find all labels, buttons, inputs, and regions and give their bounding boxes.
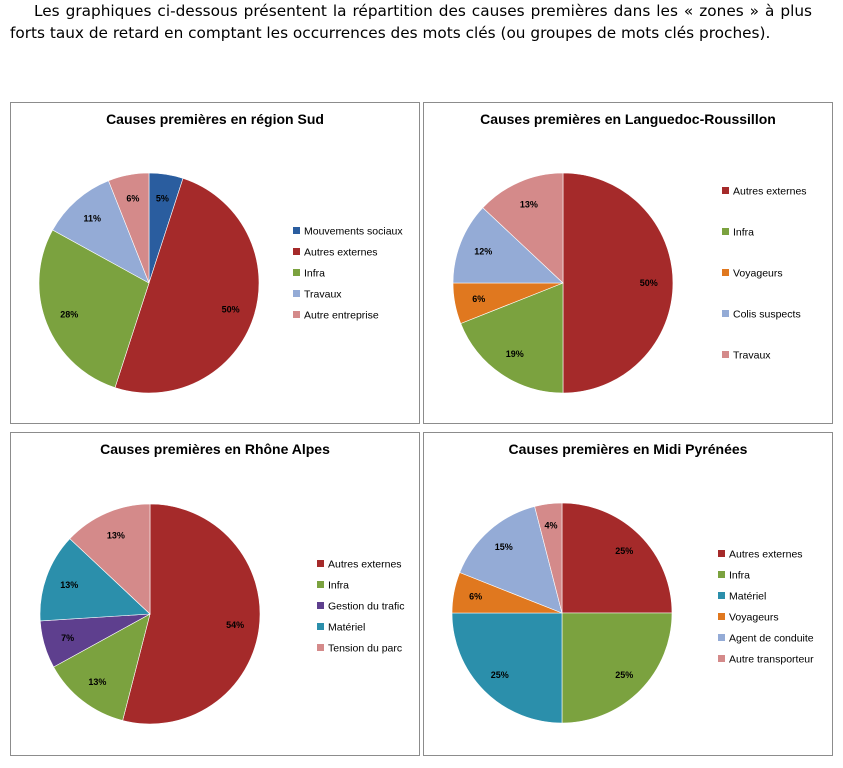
legend-label: Autre entreprise (304, 310, 379, 322)
slice-value-label: 15% (495, 542, 513, 552)
legend-swatch (293, 290, 300, 297)
legend-label: Agent de conduite (729, 633, 814, 645)
pie-slice-0 (122, 503, 261, 725)
slice-value-label: 4% (544, 521, 557, 531)
pie-chart-midi-pyrenees: 25% 25% 25% 6% 15% 4% Autres externes Infra Maté… (451, 502, 814, 724)
pie-slice-4 (108, 172, 150, 284)
slice-value-label: 13% (88, 677, 106, 687)
slice-value-label: 13% (60, 580, 78, 590)
pie-slice-1 (53, 613, 151, 721)
slice-value-label: 19% (506, 349, 524, 359)
legend-label: Infra (733, 227, 754, 239)
legend-label: Matériel (328, 622, 365, 634)
chart-panel-region-sud: Causes premières en région Sud 5% 50% 28% 1… (10, 102, 420, 424)
legend-swatch (718, 634, 725, 641)
legend-swatch (293, 248, 300, 255)
slice-value-label: 6% (472, 294, 485, 304)
legend-swatch (317, 560, 324, 567)
legend-swatch (722, 310, 729, 317)
chart-title: Causes premières en Languedoc-Roussillon (480, 111, 776, 127)
slice-value-label: 25% (615, 546, 633, 556)
slice-value-label: 6% (126, 194, 139, 204)
pie-chart-region-sud: 5% 50% 28% 11% 6% Mouvements sociaux Autres ex… (38, 172, 403, 394)
legend-swatch (293, 227, 300, 234)
legend-swatch (718, 550, 725, 557)
legend-swatch (317, 644, 324, 651)
slice-value-label: 5% (156, 193, 169, 203)
slice-value-label: 7% (61, 633, 74, 643)
slice-value-label: 25% (615, 670, 633, 680)
legend-label: Matériel (729, 591, 766, 603)
legend-label: Autres externes (304, 247, 378, 259)
slice-value-label: 50% (640, 278, 658, 288)
legend-label: Autres externes (733, 186, 807, 198)
legend-label: Voyageurs (729, 612, 779, 624)
slice-value-label: 54% (226, 620, 244, 630)
intro-paragraph: Les graphiques ci-dessous présentent la … (10, 2, 812, 42)
pie-slice-4 (482, 172, 564, 284)
chart-panel-rhone-alpes: Causes premières en Rhône Alpes 54% 13% 7%… (10, 432, 420, 756)
pie-slice-1 (114, 178, 260, 394)
legend-label: Travaux (733, 350, 771, 362)
legend-swatch (718, 592, 725, 599)
pie-slice-2 (38, 229, 150, 388)
legend-label: Autres externes (328, 559, 402, 571)
pie-slice-1 (561, 612, 673, 724)
pie-slice-4 (69, 503, 151, 615)
legend-swatch (317, 581, 324, 588)
legend-label: Infra (304, 268, 325, 280)
legend-swatch (317, 602, 324, 609)
pie-slice-3 (452, 207, 564, 284)
pie-slice-4 (459, 506, 563, 614)
slice-value-label: 50% (222, 305, 240, 315)
legend-label: Gestion du trafic (328, 601, 404, 613)
legend-label: Autre transporteur (729, 654, 814, 666)
legend-label: Travaux (304, 289, 342, 301)
legend-label: Autres externes (729, 549, 803, 561)
pie-slice-1 (460, 282, 564, 394)
legend-label: Tension du parc (328, 643, 402, 655)
chart-panel-languedoc-roussillon: Causes premières en Languedoc-Roussillon… (423, 102, 833, 424)
legend-swatch (722, 228, 729, 235)
chart-panel-midi-pyrenees: Causes premières en Midi Pyrénées 25% 25%… (423, 432, 833, 756)
legend-swatch (718, 655, 725, 662)
slice-value-label: 12% (474, 246, 492, 256)
slice-value-label: 13% (107, 530, 125, 540)
chart-title: Causes premières en Rhône Alpes (100, 441, 330, 457)
legend-swatch (718, 613, 725, 620)
legend-label: Infra (328, 580, 349, 592)
pie-chart-rhone-alpes: 54% 13% 7% 13% 13% Autres externes Infra Gestio… (39, 503, 404, 725)
pie-slice-3 (52, 180, 150, 284)
pie-slice-0 (562, 172, 674, 394)
legend-swatch (722, 351, 729, 358)
legend-swatch (722, 269, 729, 276)
chart-title: Causes premières en région Sud (106, 111, 324, 127)
legend-label: Mouvements sociaux (304, 226, 403, 238)
legend-swatch (722, 187, 729, 194)
legend-swatch (718, 571, 725, 578)
pie-chart-languedoc-roussillon: 50% 19% 6% 12% 13% Autres externes Infra Voyage… (452, 172, 807, 394)
legend-label: Colis suspects (733, 309, 801, 321)
slice-value-label: 25% (491, 670, 509, 680)
slice-value-label: 6% (469, 592, 482, 602)
legend-swatch (293, 269, 300, 276)
pie-slice-0 (561, 502, 673, 614)
legend-label: Voyageurs (733, 268, 783, 280)
slice-value-label: 11% (84, 214, 102, 224)
legend-swatch (293, 311, 300, 318)
legend-label: Infra (729, 570, 750, 582)
pie-slice-3 (39, 538, 151, 622)
slice-value-label: 13% (520, 199, 538, 209)
legend-swatch (317, 623, 324, 630)
pie-slice-5 (534, 502, 563, 614)
chart-title: Causes premières en Midi Pyrénées (508, 441, 748, 457)
slice-value-label: 28% (60, 310, 78, 320)
pie-slice-2 (451, 612, 563, 724)
